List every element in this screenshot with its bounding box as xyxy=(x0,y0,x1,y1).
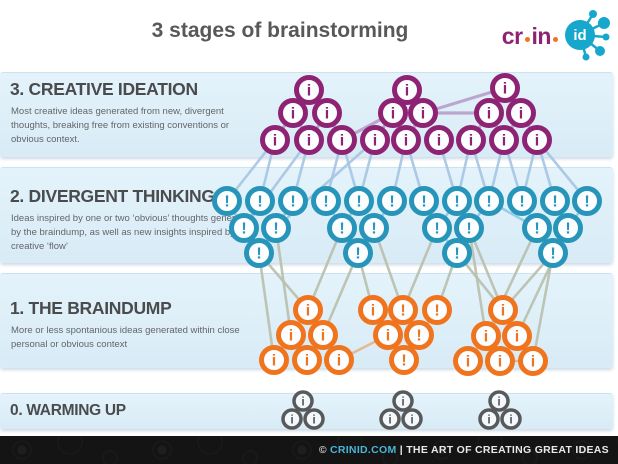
copyright-symbol: © xyxy=(318,444,327,456)
footer-tagline: | THE ART OF CREATING GREAT IDEAS xyxy=(396,444,609,456)
stage-band-creative-ideation: 3. CREATIVE IDEATION Most creative ideas… xyxy=(0,72,613,157)
stage-band-divergent-thinking: 2. DIVERGENT THINKING Ideas inspired by … xyxy=(0,167,613,263)
footer-bar: © CRINID.COM | THE ART OF CREATING GREAT… xyxy=(0,436,618,464)
logo-dot-icon xyxy=(553,36,558,42)
logo-text-id: id xyxy=(573,27,586,44)
stage-band-warming-up: 0. WARMING UP xyxy=(0,393,613,429)
stage-heading: 1. THE BRAINDUMP xyxy=(10,298,172,318)
logo-text-in: in xyxy=(531,22,552,49)
stage-description: Most creative ideas generated from new, … xyxy=(11,106,230,145)
page-title: 3 stages of brainstorming xyxy=(151,19,409,42)
stage-description: Ideas inspired by one or two ‘obvious’ t… xyxy=(11,213,254,252)
stage-description: More or less spontanious ideas generated… xyxy=(11,325,240,350)
logo-dot-icon xyxy=(524,36,530,42)
stage-heading: 3. CREATIVE IDEATION xyxy=(10,79,198,99)
footer-brand-link[interactable]: CRINID.COM xyxy=(329,444,397,456)
crinid-logo: cr in id xyxy=(502,8,612,64)
logo-network-hub-icon: id xyxy=(565,10,610,61)
stage-heading: 2. DIVERGENT THINKING xyxy=(10,186,215,206)
logo-text-cr: cr xyxy=(501,22,523,49)
stage-band-braindump: 1. THE BRAINDUMP More or less spontaniou… xyxy=(0,273,613,368)
stage-heading: 0. WARMING UP xyxy=(10,402,126,419)
